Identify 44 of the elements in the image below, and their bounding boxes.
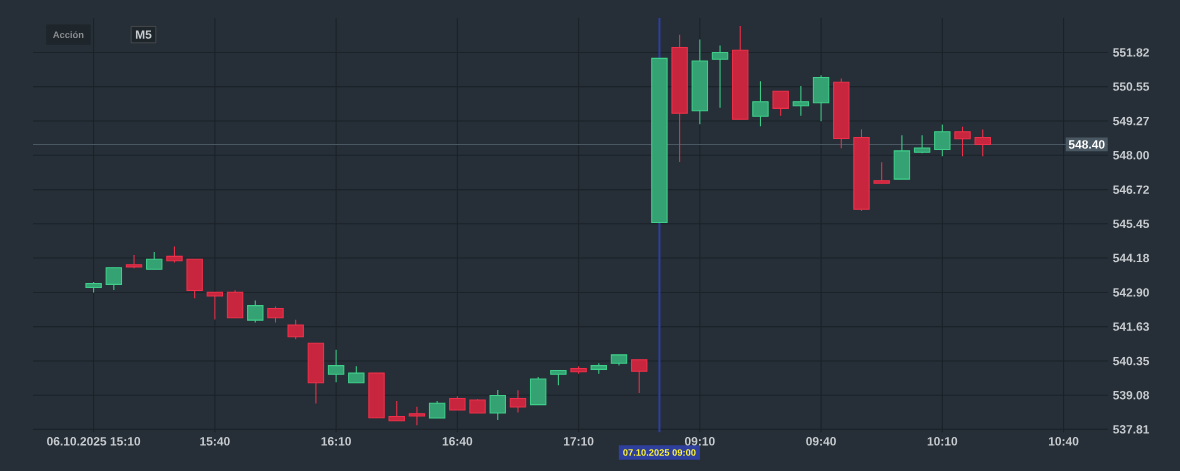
ref-line-label: 548.40 <box>1068 140 1105 149</box>
candlestick <box>954 126 971 157</box>
candlestick <box>408 406 426 426</box>
y-tick-label: 539.08 <box>1113 390 1150 400</box>
candlestick <box>772 90 789 117</box>
y-tick-label: 549.27 <box>1113 116 1149 126</box>
y-tick-label: 544.18 <box>1113 253 1150 263</box>
y-tick-label: 548.00 <box>1113 150 1149 160</box>
y-tick-label: 546.72 <box>1113 185 1149 194</box>
candlestick <box>247 299 264 324</box>
y-tick-label: 550.55 <box>1113 82 1150 91</box>
text: Acción <box>53 31 84 39</box>
candlestick <box>711 44 729 109</box>
candlestick <box>327 349 345 383</box>
candlestick <box>792 85 810 117</box>
x-tick-label: 10:40 <box>1048 437 1079 446</box>
y-tick-label: 540.35 <box>1113 356 1150 366</box>
candlestick <box>974 128 991 157</box>
candlestick <box>630 359 648 394</box>
candlestick <box>489 389 506 421</box>
candlestick <box>873 161 890 184</box>
x-tick-label: 15:40 <box>200 437 230 446</box>
candlestick <box>206 291 224 321</box>
candlestick <box>388 400 405 422</box>
candlestick <box>752 80 769 127</box>
x-tick-label: 10:10 <box>927 437 958 446</box>
x-tick-label: 17:10 <box>564 437 594 446</box>
y-tick-label: 541.63 <box>1113 322 1149 331</box>
y-tick-label: 537.81 <box>1113 425 1150 434</box>
y-tick-label: 542.90 <box>1113 288 1149 297</box>
x-tick-label: 07.10.2025 09:00 <box>623 449 696 456</box>
candlestick <box>287 319 304 340</box>
x-tick-label: 09:40 <box>806 437 836 446</box>
candlestick <box>934 124 951 157</box>
y-tick-label: 551.82 <box>1113 48 1149 57</box>
x-tick-label: 09:10 <box>684 437 715 446</box>
x-tick-label: 16:10 <box>321 437 351 446</box>
candlestick <box>125 254 143 269</box>
x-tick-label: 06.10.2025 15:10 <box>47 437 141 446</box>
y-tick-label: 545.45 <box>1113 219 1150 229</box>
text: M5 <box>135 30 152 39</box>
candlestick <box>509 389 527 413</box>
candlestick <box>105 267 123 291</box>
x-tick-label: 16:40 <box>442 437 473 446</box>
